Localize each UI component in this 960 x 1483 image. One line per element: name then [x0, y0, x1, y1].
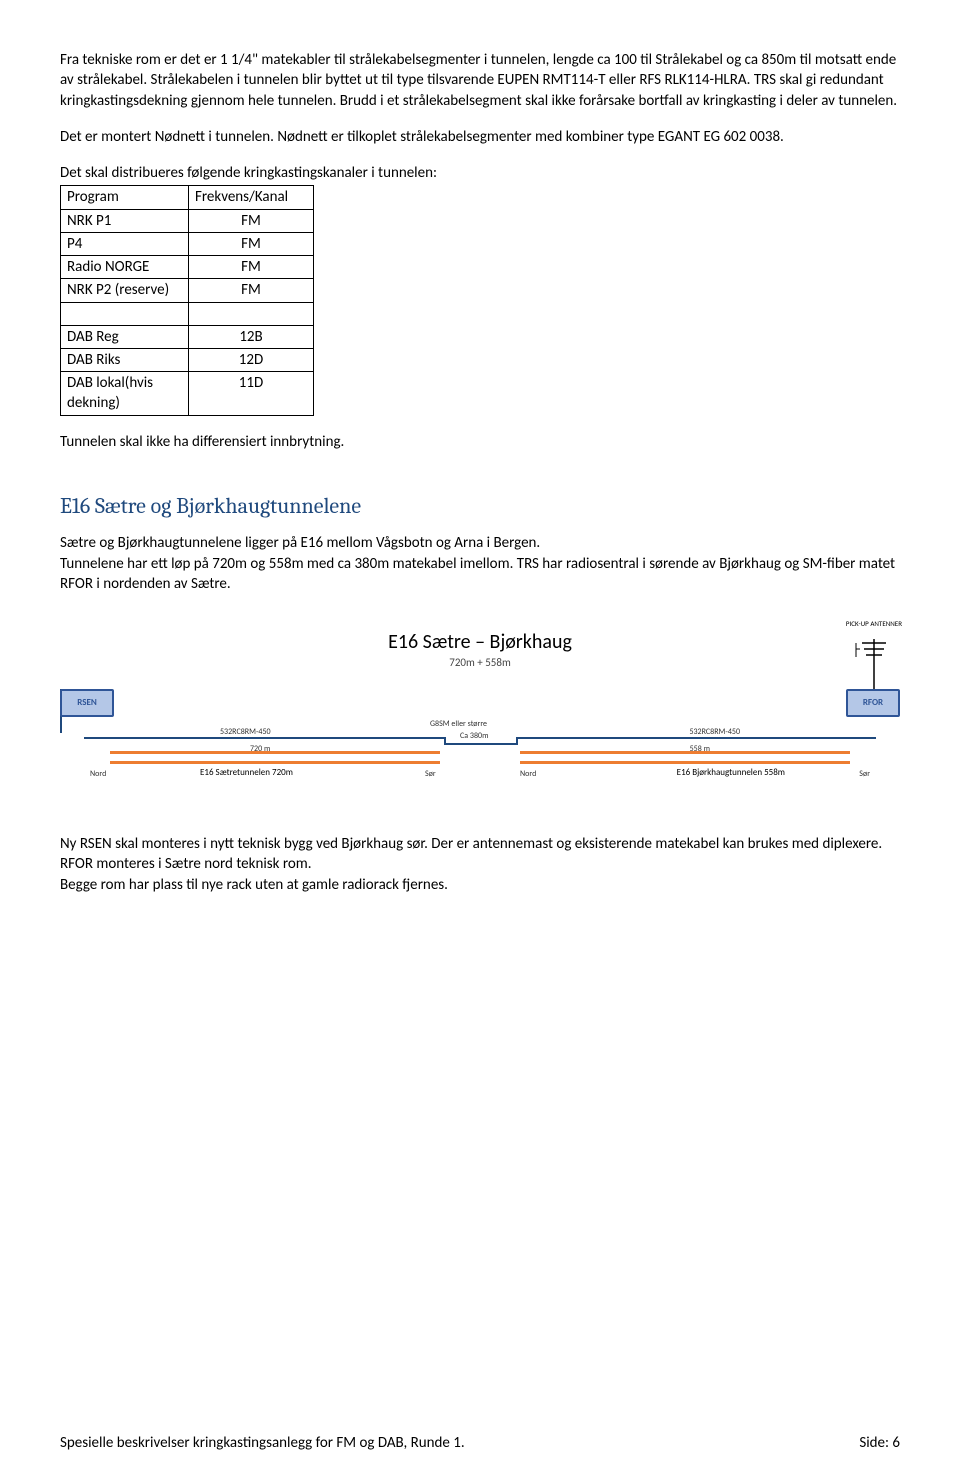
- footer-left: Spesielle beskrivelser kringkastingsanle…: [60, 1433, 465, 1453]
- paragraph-1: Fra tekniske rom er det er 1 1/4" mateka…: [60, 50, 900, 111]
- table-row: P4FM: [61, 232, 314, 255]
- mid-length-label: Ca 380m: [460, 731, 488, 742]
- paragraph-3: Tunnelen skal ikke ha differensiert innb…: [60, 432, 900, 452]
- section-title: E16 Sætre og Bjørkhaugtunnelene: [60, 492, 900, 522]
- cell-program: NRK P1: [61, 209, 189, 232]
- tunnel-label-left: E16 Sætretunnelen 720m: [200, 767, 293, 779]
- cable-type-right: 532RC8RM-450: [689, 727, 740, 738]
- table-row: NRK P2 (reserve)FM: [61, 279, 314, 302]
- direction-sor: Sør: [859, 769, 870, 780]
- direction-sor: Sør: [425, 769, 436, 780]
- tunnel-label-right: E16 Bjørkhaugtunnelen 558m: [677, 767, 785, 779]
- table-row-empty: [61, 302, 314, 325]
- channels-table: Program Frekvens/Kanal NRK P1FM P4FM Rad…: [60, 185, 314, 415]
- cell-program: NRK P2 (reserve): [61, 279, 189, 302]
- antenna-icon: [854, 629, 894, 689]
- table-header-row: Program Frekvens/Kanal: [61, 186, 314, 209]
- rfor-box: RFOR: [846, 689, 900, 717]
- header-program: Program: [61, 186, 189, 209]
- length-left: 720 m: [250, 744, 270, 755]
- cable-type-left: 532RC8RM-450: [220, 727, 271, 738]
- tunnel-right: [520, 751, 850, 767]
- table-row: DAB Reg12B: [61, 325, 314, 348]
- diagram-subtitle: 720m + 558m: [60, 656, 900, 671]
- cell-program: DAB lokal(hvis dekning): [61, 372, 189, 416]
- cell-frequency: 12D: [189, 348, 314, 371]
- paragraph-6: Ny RSEN skal monteres i nytt teknisk byg…: [60, 834, 900, 875]
- cell-program: Radio NORGE: [61, 256, 189, 279]
- page-footer: Spesielle beskrivelser kringkastingsanle…: [60, 1433, 900, 1453]
- rsen-box: RSEN: [60, 689, 114, 717]
- paragraph-2: Det er montert Nødnett i tunnelen. Nødne…: [60, 127, 900, 147]
- cell-program: P4: [61, 232, 189, 255]
- paragraph-4: Sætre og Bjørkhaugtunnelene ligger på E1…: [60, 533, 900, 553]
- table-row: DAB Riks12D: [61, 348, 314, 371]
- cell-frequency: 11D: [189, 372, 314, 416]
- header-frequency: Frekvens/Kanal: [189, 186, 314, 209]
- table-row: NRK P1FM: [61, 209, 314, 232]
- cell-frequency: FM: [189, 256, 314, 279]
- diagram-body: PICK-UP ANTENNER RSEN RFOR G8SM eller st…: [60, 689, 900, 799]
- direction-nord: Nord: [520, 769, 536, 780]
- table-row: DAB lokal(hvis dekning)11D: [61, 372, 314, 416]
- cell-program: DAB Reg: [61, 325, 189, 348]
- paragraph-5: Tunnelene har ett løp på 720m og 558m me…: [60, 554, 900, 595]
- table-intro: Det skal distribueres følgende kringkast…: [60, 163, 900, 183]
- footer-right: Side: 6: [859, 1433, 900, 1453]
- cell-frequency: FM: [189, 279, 314, 302]
- cell-empty: [189, 302, 314, 325]
- cell-frequency: FM: [189, 209, 314, 232]
- length-right: 558 m: [690, 744, 710, 755]
- tunnel-diagram: E16 Sætre – Bjørkhaug 720m + 558m PICK-U…: [60, 629, 900, 799]
- cell-empty: [61, 302, 189, 325]
- paragraph-7: Begge rom har plass til nye rack uten at…: [60, 875, 900, 895]
- direction-nord: Nord: [90, 769, 106, 780]
- cell-frequency: 12B: [189, 325, 314, 348]
- tunnel-left: [110, 751, 440, 767]
- cell-frequency: FM: [189, 232, 314, 255]
- antenna-label: PICK-UP ANTENNER: [846, 619, 902, 628]
- cable-segment: [444, 743, 518, 745]
- diagram-title: E16 Sætre – Bjørkhaug: [60, 629, 900, 656]
- table-row: Radio NORGEFM: [61, 256, 314, 279]
- cell-program: DAB Riks: [61, 348, 189, 371]
- mid-cable-label: G8SM eller større: [430, 719, 487, 730]
